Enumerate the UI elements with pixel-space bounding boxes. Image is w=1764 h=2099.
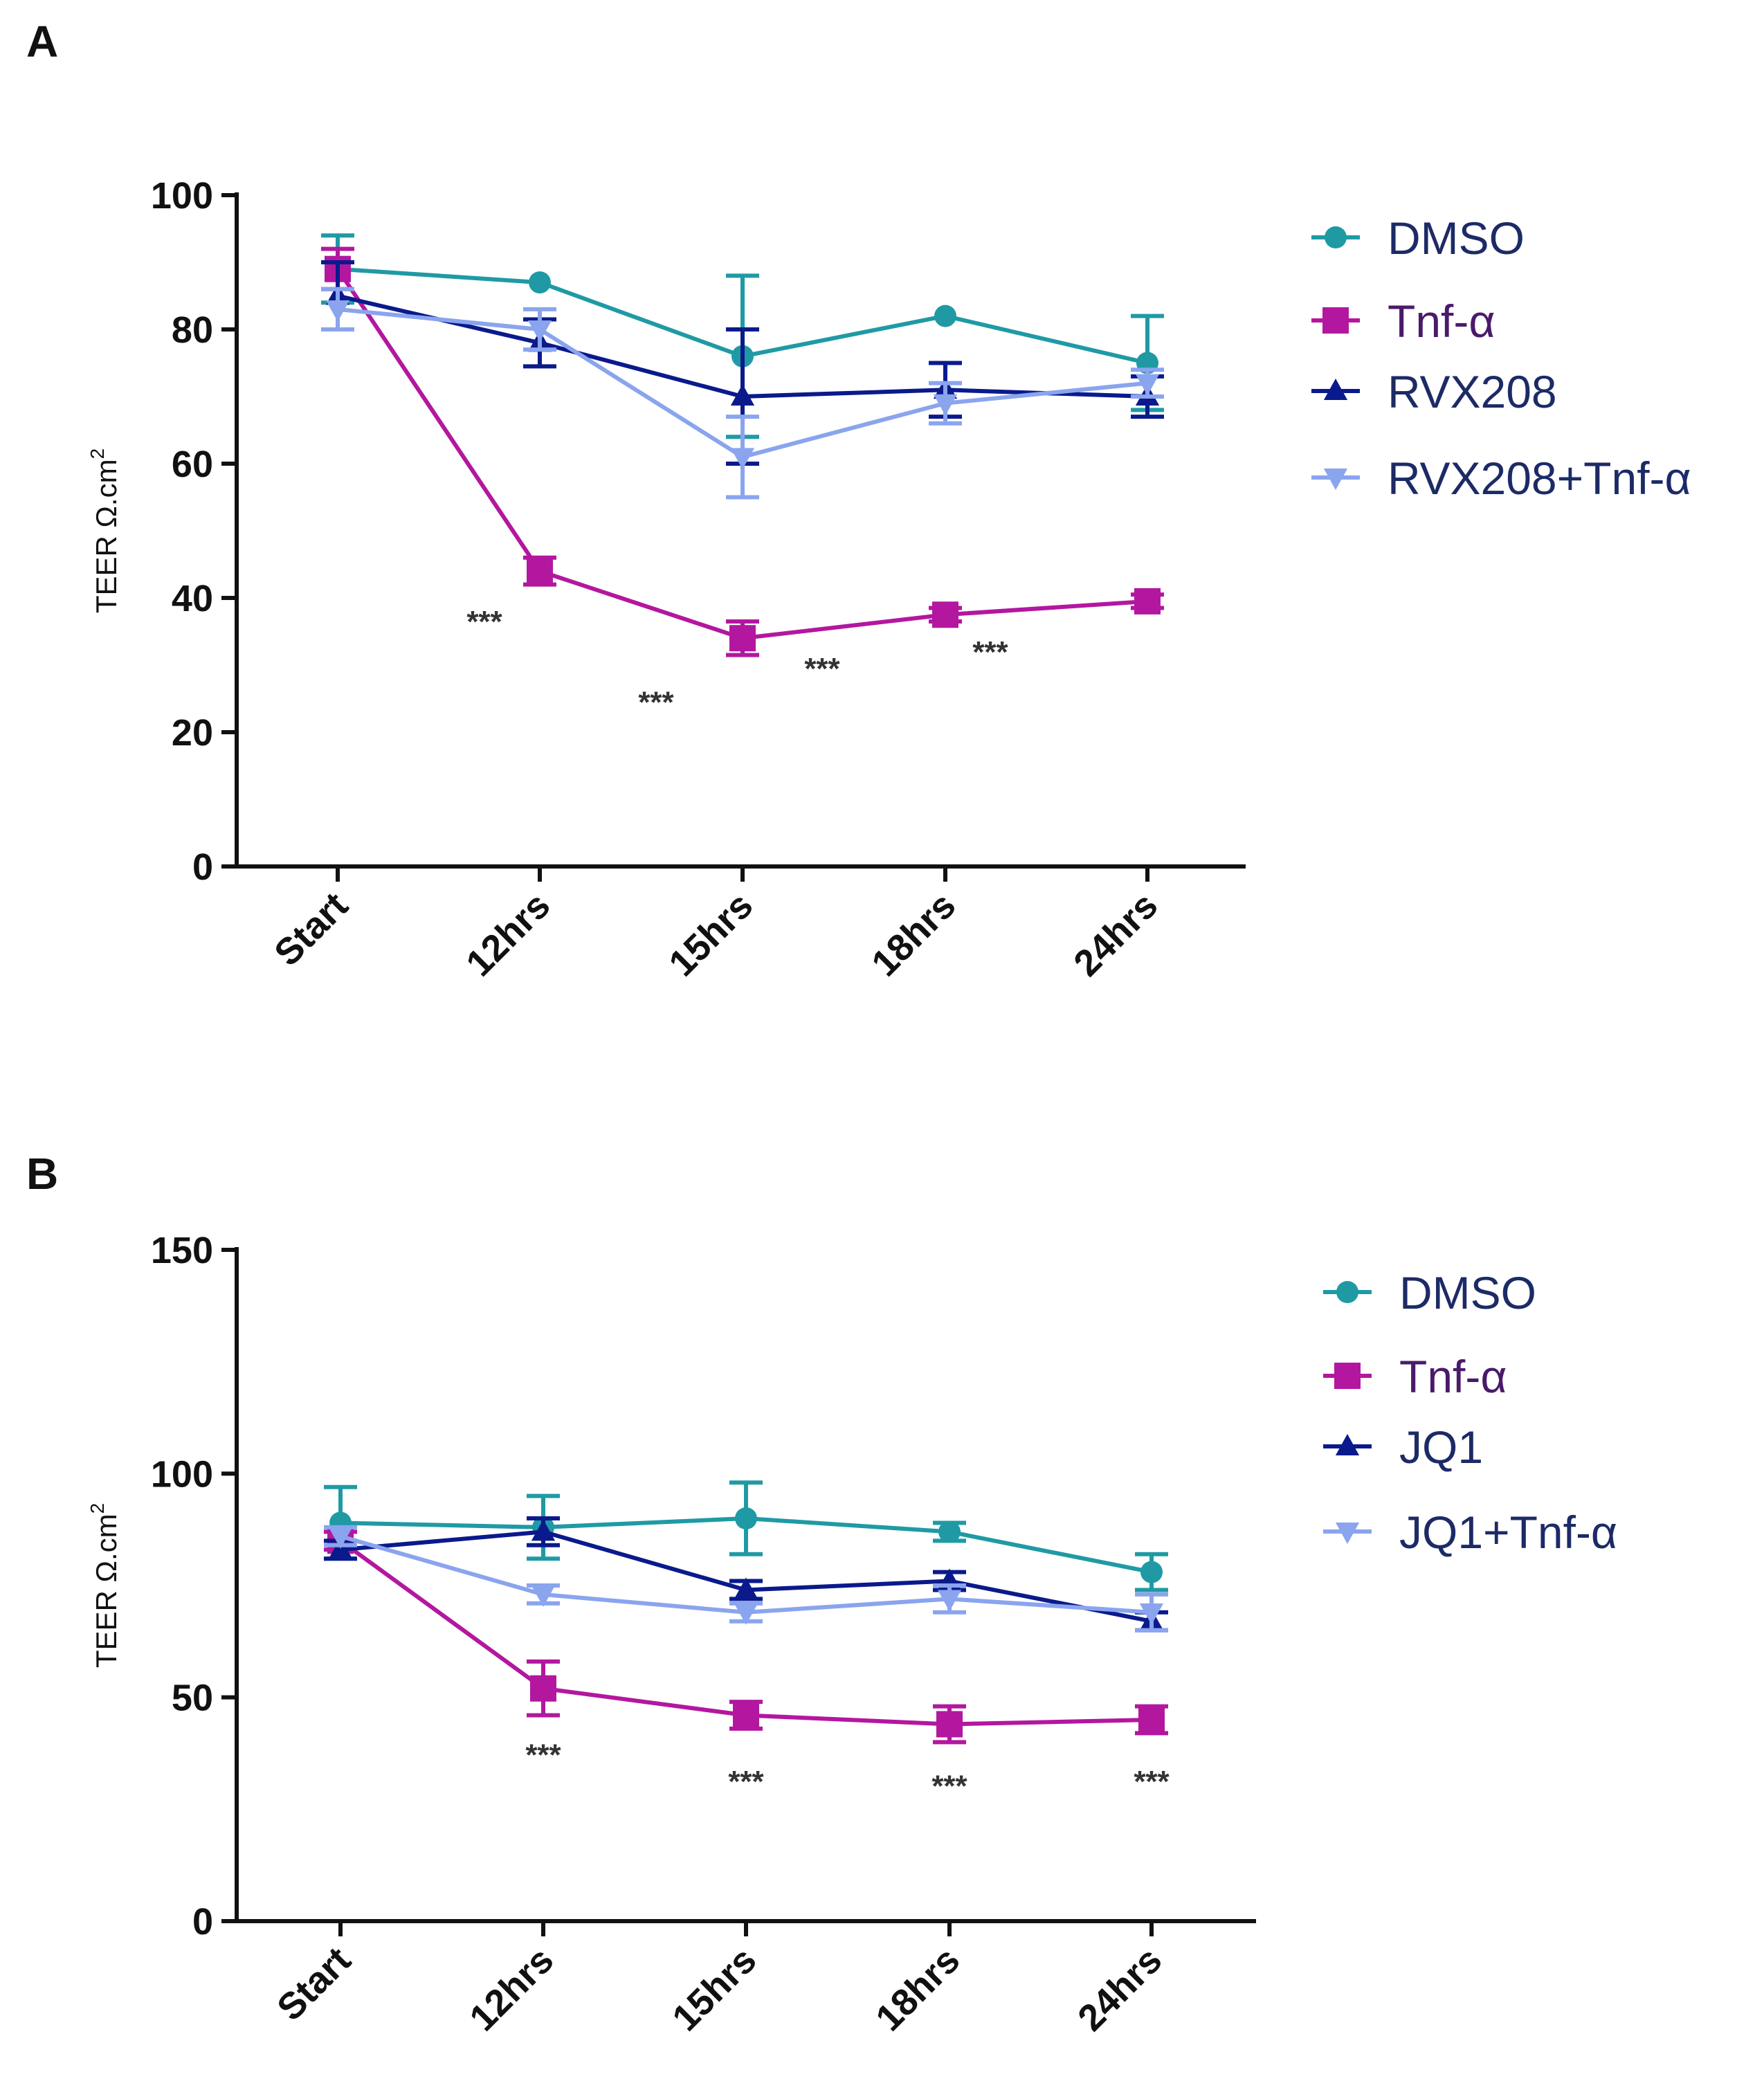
- data-point: [937, 1590, 962, 1612]
- data-point: [932, 601, 958, 628]
- y-tick-label: 0: [192, 846, 213, 888]
- legend-item: DMSO: [1323, 1267, 1536, 1318]
- x-tick-label: 12hrs: [458, 884, 558, 984]
- x-tick-label: 18hrs: [868, 1939, 967, 2039]
- legend-marker: [1325, 226, 1347, 248]
- legend-label: JQ1: [1399, 1421, 1483, 1473]
- data-point: [328, 1527, 353, 1549]
- significance-label: ***: [972, 635, 1008, 669]
- legend-label: DMSO: [1399, 1267, 1536, 1318]
- y-axis-title: TEER Ω.cm2: [87, 1503, 122, 1668]
- legend-label: DMSO: [1388, 212, 1525, 264]
- y-tick-label: 150: [151, 1230, 213, 1271]
- significance-label: ***: [931, 1770, 967, 1803]
- y-axis-title-superscript: 2: [87, 448, 108, 460]
- data-point: [1140, 1561, 1163, 1583]
- legend-marker: [1323, 469, 1348, 490]
- data-point: [730, 384, 755, 406]
- panel-b-letter: B: [26, 1149, 58, 1199]
- data-point: [734, 1603, 758, 1625]
- legend-marker: [1334, 1363, 1361, 1389]
- data-point: [325, 300, 350, 322]
- legend-item: JQ1+Tnf-α: [1323, 1507, 1617, 1558]
- x-tick-label: 15hrs: [661, 884, 761, 984]
- chart-a: 0 20 40 60 80 100 Start 12hrs 15hrs 18hrs 24hrs TEE…: [87, 175, 1691, 984]
- significance-label: ***: [804, 652, 840, 686]
- data-point: [735, 1507, 757, 1529]
- y-axis-title-text: TEER Ω.cm: [90, 459, 122, 613]
- y-tick-label: 50: [172, 1678, 213, 1719]
- x-tick-label: 24hrs: [1066, 884, 1165, 984]
- series-1: [324, 1527, 1168, 1745]
- panel-a-letter: A: [26, 17, 58, 66]
- data-point: [1139, 1603, 1164, 1625]
- panel-b: B 0 50 100 150 Start 12hrs 15hrs 18hrs 24hrs TEER…: [26, 1149, 1617, 2039]
- y-axis-title-text: TEER Ω.cm: [90, 1514, 122, 1668]
- y-axis-title: TEER Ω.cm2: [87, 448, 122, 613]
- data-point: [729, 625, 756, 652]
- data-point: [529, 271, 551, 294]
- legend-label: JQ1+Tnf-α: [1399, 1507, 1617, 1558]
- y-tick-label: 60: [172, 444, 213, 485]
- x-tick-label: 24hrs: [1070, 1939, 1170, 2039]
- data-point: [933, 394, 958, 416]
- data-point: [1134, 588, 1161, 615]
- y-tick-label: 80: [172, 309, 213, 351]
- x-tick-label: 15hrs: [664, 1939, 764, 2039]
- data-point: [733, 1702, 759, 1729]
- legend-item: RVX208: [1311, 366, 1557, 417]
- series-3: [321, 287, 1164, 500]
- significance-label: ***: [525, 1738, 561, 1772]
- significance-label: ***: [1134, 1765, 1170, 1799]
- legend-marker: [1335, 1434, 1360, 1455]
- data-point: [527, 558, 553, 585]
- legend-label: RVX208+Tnf-α: [1388, 453, 1691, 504]
- data-point: [734, 1577, 758, 1599]
- y-tick-label: 20: [172, 712, 213, 754]
- legend-marker: [1336, 1281, 1358, 1303]
- series-0: [324, 1480, 1168, 1592]
- legend-item: DMSO: [1311, 212, 1525, 264]
- significance-label: ***: [466, 605, 502, 639]
- data-point: [531, 1519, 556, 1541]
- x-tick-label: Start: [269, 1939, 358, 2028]
- legend-marker: [1323, 379, 1348, 400]
- legend-item: Tnf-α: [1323, 1351, 1507, 1402]
- y-axis-title-superscript: 2: [87, 1503, 108, 1514]
- data-point: [938, 1520, 961, 1543]
- data-point: [730, 448, 755, 470]
- y-tick-label: 0: [192, 1901, 213, 1943]
- legend-marker: [1335, 1523, 1360, 1544]
- x-tick-label: Start: [266, 884, 356, 974]
- data-point: [527, 320, 552, 342]
- legend-item: Tnf-α: [1311, 296, 1495, 347]
- panel-a: A 0 20 40 60 80 100 Start 12hrs 15hrs 18hrs 24hrs T…: [26, 17, 1691, 984]
- y-tick-label: 40: [172, 578, 213, 619]
- legend-label: RVX208: [1388, 366, 1557, 417]
- y-tick-label: 100: [151, 1453, 213, 1495]
- significance-label: ***: [638, 686, 674, 720]
- legend-label: Tnf-α: [1388, 296, 1495, 347]
- data-point: [530, 1675, 556, 1702]
- series-line: [339, 1538, 1152, 1727]
- legend-marker: [1322, 307, 1349, 334]
- legend-item: RVX208+Tnf-α: [1311, 453, 1691, 504]
- x-tick-label: 18hrs: [864, 884, 963, 984]
- y-tick-label: 100: [151, 175, 213, 217]
- legend-label: Tnf-α: [1399, 1351, 1507, 1402]
- chart-b: 0 50 100 150 Start 12hrs 15hrs 18hrs 24hrs TEER Ω…: [87, 1230, 1617, 2039]
- data-point: [934, 305, 956, 327]
- data-point: [531, 1585, 556, 1607]
- series-3: [324, 1525, 1168, 1633]
- legend-item: JQ1: [1323, 1421, 1483, 1473]
- significance-label: ***: [728, 1765, 764, 1799]
- data-point: [1138, 1707, 1165, 1733]
- x-tick-label: 12hrs: [462, 1939, 561, 2039]
- data-point: [1135, 374, 1160, 396]
- data-point: [936, 1711, 963, 1738]
